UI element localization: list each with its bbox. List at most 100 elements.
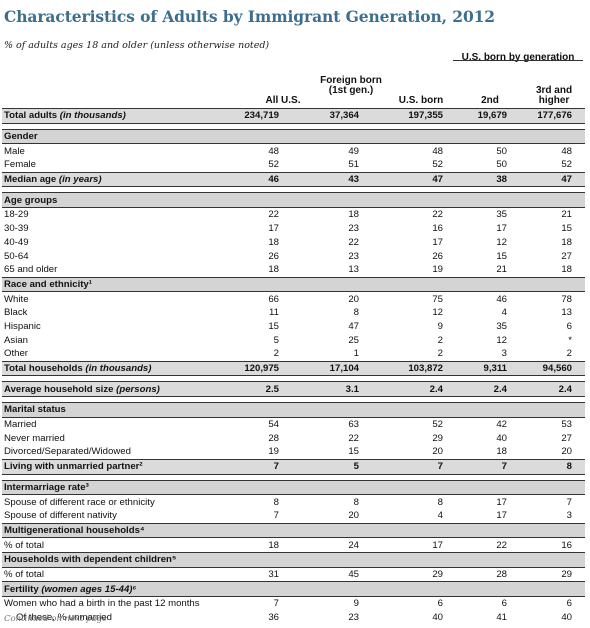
table-row: Hispanic 15 47 9 35 6 <box>2 320 585 334</box>
section-header-row: Marital status <box>2 402 585 418</box>
cell-value: 7 <box>273 510 279 522</box>
cell-value: 2.4 <box>372 381 456 398</box>
table-row: Other 2 1 2 3 2 <box>2 347 585 361</box>
cell-value: 26 <box>432 250 443 262</box>
row-label: Spouse of different race or ethnicity <box>4 496 155 508</box>
row-label: 40-49 <box>4 236 29 248</box>
cell-value: 6 <box>501 598 507 610</box>
cell-value: 9 <box>437 320 443 332</box>
cell-value: 21 <box>496 264 507 276</box>
table-row: Black 11 8 12 4 13 <box>2 306 585 320</box>
table-row: Spouse of different nativity 7 20 4 17 3 <box>2 509 585 523</box>
table-row: Asian 5 25 2 12 * <box>2 333 585 347</box>
cell-value: 2 <box>437 348 443 360</box>
cell-value: 52 <box>432 419 443 431</box>
section-header-row: Households with dependent children⁵ <box>2 551 585 568</box>
cell-value: 4 <box>501 307 507 319</box>
cell-value: 2.5 <box>225 381 292 398</box>
cell-value: 23 <box>348 250 359 262</box>
cell-value: 18 <box>348 209 359 221</box>
cell-value: 7 <box>566 496 572 508</box>
page-subtitle: % of adults ages 18 and older (unless ot… <box>4 40 270 51</box>
column-header-3rd-gen: 3rd and higher <box>535 85 573 106</box>
cell-value: 15 <box>496 250 507 262</box>
cell-value: 17 <box>496 223 507 235</box>
row-label: Asian <box>4 334 28 346</box>
row-label: Total adults <box>4 110 58 122</box>
cell-value: 1 <box>353 348 359 360</box>
cell-value: 47 <box>348 320 359 332</box>
table-row: Never married 28 22 29 40 27 <box>2 431 585 445</box>
section-header: Marital status <box>2 402 585 418</box>
cell-value: 6 <box>437 598 443 610</box>
cell-value: 2 <box>273 348 279 360</box>
cell-value: 36 <box>268 612 279 624</box>
cell-value: * <box>568 334 572 346</box>
row-label: Spouse of different nativity <box>4 510 117 522</box>
cell-value: 7 <box>273 598 279 610</box>
cell-value: 18 <box>268 264 279 276</box>
cell-value: 6 <box>566 320 572 332</box>
column-header-all-us: All U.S. <box>265 95 301 106</box>
section-header: Households with dependent children⁵ <box>2 551 585 568</box>
cell-value: 46 <box>496 293 507 305</box>
row-label: 65 and older <box>4 264 58 276</box>
cell-value: 20 <box>348 510 359 522</box>
cell-value: 51 <box>348 159 359 171</box>
cell-value: 2.4 <box>520 381 585 398</box>
cell-value: 15 <box>348 446 359 458</box>
cell-value: 41 <box>496 612 507 624</box>
cell-value: 5 <box>292 458 372 475</box>
row-label: Total households <box>4 363 83 375</box>
row-label: 50-64 <box>4 250 29 262</box>
table-row: Female 52 51 52 50 52 <box>2 158 585 172</box>
cell-value: 31 <box>268 568 279 580</box>
cell-value: 7 <box>456 458 520 475</box>
cell-value: 120,975 <box>225 360 292 377</box>
section-header-row: Multigenerational households⁴ <box>2 522 585 539</box>
cell-value: 15 <box>561 223 572 235</box>
cell-value: 13 <box>348 264 359 276</box>
characteristics-table: Total adults (in thousands) 234,719 37,3… <box>2 108 585 624</box>
cell-value: 19,679 <box>456 108 520 124</box>
row-label: % of total <box>4 568 44 580</box>
table-row: Male 48 49 48 50 48 <box>2 144 585 158</box>
table-row: % of total 31 45 29 28 29 <box>2 567 585 582</box>
cell-value: 24 <box>348 539 359 551</box>
cell-value: 8 <box>353 307 359 319</box>
table-row: Divorced/Separated/Widowed 19 15 20 18 2… <box>2 445 585 459</box>
cell-value: 3 <box>566 510 572 522</box>
cell-value: 3 <box>501 348 507 360</box>
section-header-row: Gender <box>2 128 585 145</box>
row-label: Never married <box>4 432 65 444</box>
cell-value: 54 <box>268 419 279 431</box>
cell-value: 78 <box>561 293 572 305</box>
cell-value: 8 <box>520 458 585 475</box>
cell-value: 28 <box>496 568 507 580</box>
row-qualifier: (in thousands) <box>85 363 152 375</box>
cell-value: 35 <box>496 209 507 221</box>
row-qualifier: (in years) <box>58 174 102 186</box>
row-label: White <box>4 293 29 305</box>
cell-value: 5 <box>273 334 279 346</box>
row-label: Married <box>4 419 37 431</box>
row-label: Hispanic <box>4 320 41 332</box>
cell-value: 23 <box>348 223 359 235</box>
cell-value: 12 <box>432 307 443 319</box>
cell-value: 8 <box>353 496 359 508</box>
section-header-row: Age groups <box>2 192 585 209</box>
row-qualifier: (in thousands) <box>59 110 126 122</box>
continued-note: Continued on next page <box>4 614 108 624</box>
cell-value: 2 <box>566 348 572 360</box>
cell-value: 22 <box>348 432 359 444</box>
cell-value: 3.1 <box>292 381 372 398</box>
table-row: % of total 18 24 17 22 16 <box>2 538 585 553</box>
cell-value: 18 <box>496 446 507 458</box>
cell-value: 42 <box>496 419 507 431</box>
cell-value: 29 <box>432 432 443 444</box>
cell-value: 22 <box>348 236 359 248</box>
cell-value: 15 <box>268 320 279 332</box>
cell-value: 22 <box>432 209 443 221</box>
cell-value: 40 <box>496 432 507 444</box>
